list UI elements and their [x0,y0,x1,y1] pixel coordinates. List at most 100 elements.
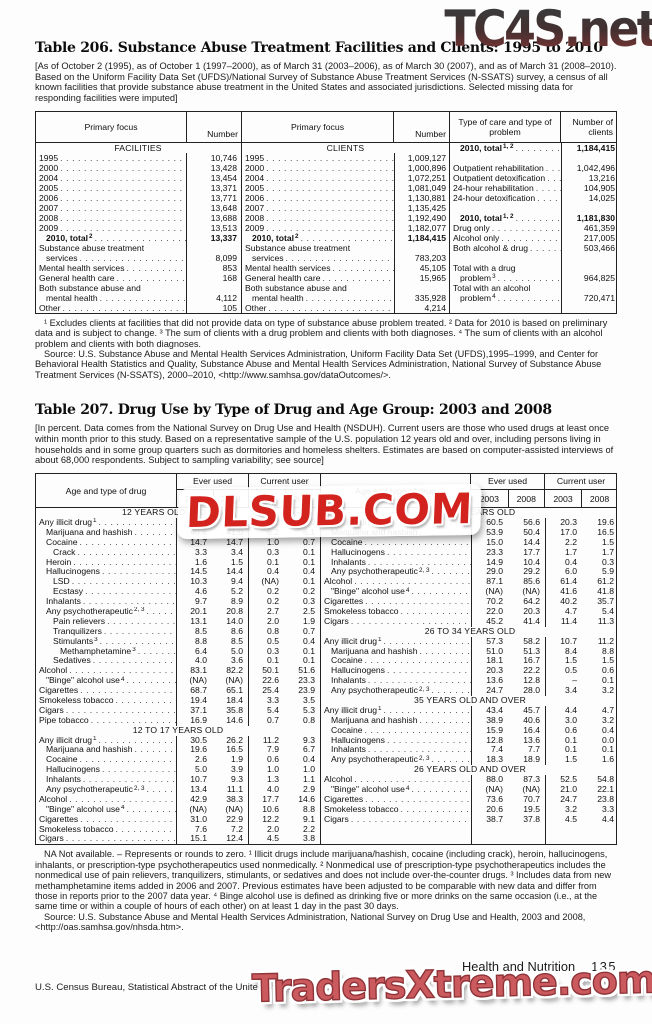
dot-leader: . . . . . . . . . . . . . . . . . . . . … [497,292,561,303]
row-value: 51.0 [471,646,508,657]
row-value: 12.8 [523,676,540,686]
row-value: 0.1 [602,745,614,755]
section-header: CLIENTS [326,142,365,153]
table-row: 2006 . . . . . . . . . . . . . . . . . .… [36,192,241,203]
row-value: 14.6 [226,715,243,725]
row-value: (NA) [522,785,540,794]
section-header: 12 YEARS OLD AND OVER [122,508,234,518]
dot-leader: . . . . . . . . . . . . . . . . . . . . … [419,646,471,656]
row-label: Cocaine . . . . . . . . . . . . . . . . … [36,538,176,548]
table206-footnote: ¹ Excludes clients at facilities that di… [35,317,608,349]
row-value: 2.9 [303,785,315,794]
row-label [450,253,561,263]
row-value: 57.3 [471,636,508,647]
table-row: 26 TO 34 YEARS OLD [321,627,618,637]
row-value: 0.1 [545,735,582,746]
row-label: Pain relievers . . . . . . . . . . . . .… [53,616,176,626]
row-value: 10.4 [523,557,540,567]
table-row: 2009 . . . . . . . . . . . . . . . . . .… [242,222,449,233]
table207-header-row: Age and type of drug Ever used 2003 2008… [36,474,617,509]
row-value: (NA) [225,676,243,686]
row-value: 8.5 [176,626,212,637]
row-value: 17.7 [248,794,284,805]
row-value: 3.3 [248,695,284,706]
row-value: 1,009,127 [394,152,449,163]
row-value: 18.9 [523,755,540,765]
row-label: General health care . . . . . . . . . . … [39,272,186,283]
row-value: (NA) [522,587,540,597]
row-label: Hallucinogens . . . . . . . . . . . . . … [321,666,471,676]
dot-leader: . . . . . . . . . . . . . . . . . . . . … [79,252,186,263]
row-value: 4.0 [248,785,284,795]
dot-leader: . . . . . . . . . . . . . . . . . . . . … [60,212,186,223]
row-value: 4.4 [545,705,582,716]
row-value: 168 [186,272,240,283]
table-row: Alcohol . . . . . . . . . . . . . . . . … [36,666,320,677]
row-value: 22.6 [248,676,284,687]
table-row: Inhalants . . . . . . . . . . . . . . . … [36,597,320,607]
row-value: 0.8 [248,626,284,637]
year-header-2003: 2003 [185,493,205,504]
row-value: 0.0 [602,735,614,745]
row-label: Total with a drug [453,262,516,273]
row-value: 2.0 [248,616,284,627]
row-label: Any illicit drug 1 . . . . . . . . . . . … [324,705,471,715]
table-row: 12 TO 17 YEARS OLD [36,726,320,736]
row-label: 2000 . . . . . . . . . . . . . . . . . .… [242,163,394,173]
table-row [450,202,618,213]
column-header-primary-focus: Primary focus [84,121,138,132]
row-label: 2006 . . . . . . . . . . . . . . . . . .… [36,193,186,203]
table-row: Pain relievers . . . . . . . . . . . . .… [36,616,320,627]
dot-leader: . . . . . . . . . . . . . . . . . . . . … [115,695,176,705]
row-label: Substance abuse treatment [39,242,145,253]
dot-leader: . . . . . . . . . . . . . . . . . . . . … [107,616,176,626]
row-label: Inhalants . . . . . . . . . . . . . . . … [321,745,471,755]
row-value: 2.5 [303,606,315,616]
row-value: 43.4 [471,705,508,716]
row-label: Alcohol . . . . . . . . . . . . . . . . … [324,577,471,587]
dot-leader: . . . . . . . . . . . . . . . . . . . . … [285,252,394,263]
dot-leader: . . . . . . . . . . . . . . . . . . . . … [365,794,471,804]
row-value: 0.6 [545,725,582,736]
row-value: 21.0 [545,785,582,795]
row-value: 7.7 [528,745,540,755]
table-row: 35 YEARS OLD AND OVER [321,696,618,706]
dot-leader: . . . . . . . . . . . . . . . . . . . . … [85,587,176,597]
table-row [450,152,618,163]
row-value: 13.4 [176,785,212,795]
row-label: 24-hour detoxification . . . . . . . . .… [450,193,561,203]
table-row: 12 YEARS OLD AND OVER [36,508,320,518]
table-row: Smokeless tobacco . . . . . . . . . . . … [321,804,618,815]
row-value: 7.4 [471,745,508,756]
row-value: 29.2 [523,567,540,577]
table207-footnote: NA Not available. – Represents or rounds… [35,849,612,912]
row-label: 2009 . . . . . . . . . . . . . . . . . .… [242,223,394,233]
dot-leader: . . . . . . . . . . . . . . . . . . . . … [69,666,176,676]
dot-leader: . . . . . . . . . . . . . . . . . . . . … [80,686,176,696]
row-value: 12.8 [471,735,508,746]
row-value: 2.2 [303,824,315,834]
dot-leader: . . . . . . . . . . . . . . . . . . . . … [69,794,176,804]
row-label: 2006 . . . . . . . . . . . . . . . . . .… [242,193,394,203]
row-value [545,824,582,835]
clients-column-group: CLIENTS 1995 . . . . . . . . . . . . . . … [241,142,449,313]
dot-leader: . . . . . . . . . . . . . . . . . . . . … [400,804,471,814]
row-value: 9.3 [303,735,315,745]
row-value: 964,825 [561,272,618,283]
row-value: 1,135,425 [394,202,449,213]
table-row: Cigarettes . . . . . . . . . . . . . . .… [321,597,618,607]
row-value: 12.2 [248,814,284,825]
row-value: 1,181,830 [561,212,618,223]
row-value: 15.1 [176,834,212,845]
row-value: 58.2 [523,636,540,646]
table-row: 2010, total 2 . . . . . . . . . . . . . .… [36,232,241,243]
row-label: LSD . . . . . . . . . . . . . . . . . . … [53,577,176,587]
row-label: Hallucinogens . . . . . . . . . . . . . … [36,765,176,775]
row-value [545,834,582,845]
row-value: 5.4 [248,705,284,716]
row-value: 1,000,896 [394,162,449,173]
